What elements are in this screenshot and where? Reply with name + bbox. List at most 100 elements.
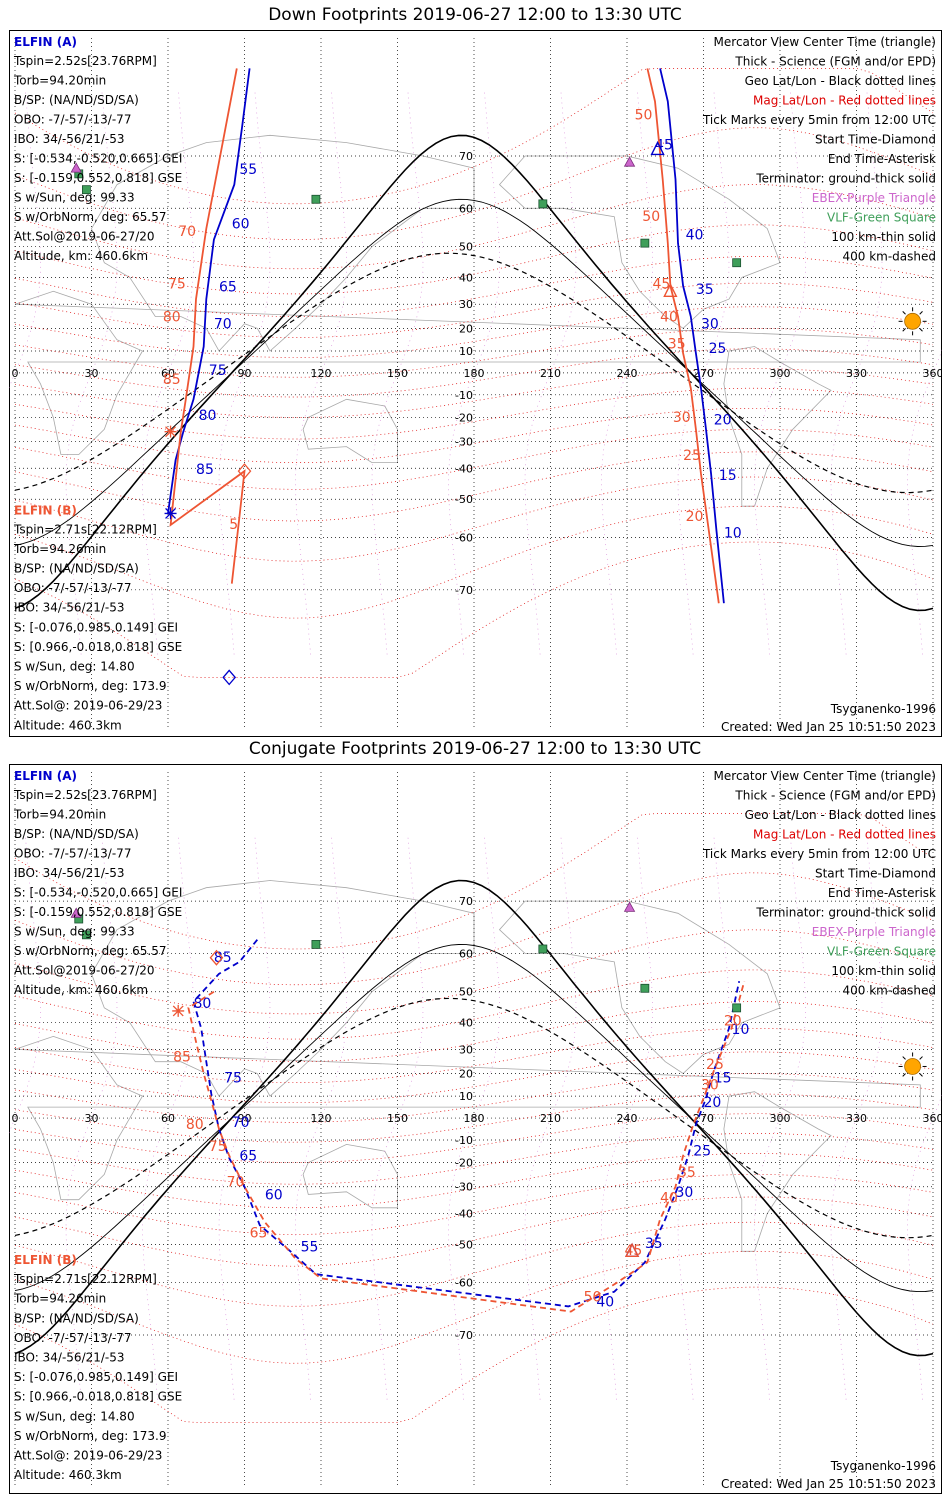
elfin-b-tick-label: 30 <box>673 410 691 426</box>
elfin-a-tick-label: 70 <box>214 316 232 332</box>
elfin-b-tick-label: 80 <box>186 1117 204 1133</box>
elfin-a-tick-label: 75 <box>224 1071 242 1087</box>
legend-item: Tick Marks every 5min from 12:00 UTC <box>702 113 936 127</box>
sun-ray <box>902 1073 906 1077</box>
legend-item: VLF-Green Square <box>827 211 936 225</box>
mag-parallel <box>14 1196 934 1267</box>
elfin-a-tick-label: 25 <box>693 1144 711 1160</box>
mag-parallel <box>14 1286 934 1423</box>
vlf-station-square <box>538 199 548 209</box>
mag-parallel <box>14 541 934 678</box>
legend-item: Thick - Science (FGM and/or EPD) <box>734 55 936 69</box>
legend-item: Mercator View Center Time (triangle) <box>714 769 936 783</box>
sun-icon <box>904 1058 921 1075</box>
elfin-a-tick-label: 55 <box>301 1239 319 1255</box>
lon-label: 90 <box>238 1112 252 1125</box>
mag-parallel <box>14 969 934 1040</box>
lon-label: 210 <box>540 367 561 380</box>
legend-item: EBEX-Purple Triangle <box>812 191 936 205</box>
down-footprints-title: Down Footprints 2019-06-27 12:00 to 13:3… <box>268 5 682 25</box>
elfin-a-tick-label: 30 <box>701 316 719 332</box>
coastline-1 <box>14 1035 921 1201</box>
down-footprints-map[interactable]: 0 30 60 90 120 150 180 210 240 270 300 330 360706050… <box>9 30 942 737</box>
elfin-b-view-triangle <box>624 1242 640 1258</box>
ebex-triangle <box>623 901 636 912</box>
lat-label: -60 <box>455 1277 473 1290</box>
legend-item: Geo Lat/Lon - Black dotted lines <box>745 808 936 822</box>
elfin-b-info-line: OBO: -7/-57/-13/-77 <box>14 1331 131 1345</box>
terminator-100km <box>14 944 934 1293</box>
elfin-b-info-line: B/SP: (NA/ND/SD/SA) <box>14 561 139 575</box>
elfin-b-tick-label: 30 <box>701 1077 719 1093</box>
lat-label: -70 <box>455 1329 473 1342</box>
elfin-b-info-line: Tspin=2.71s[22.12RPM] <box>13 522 157 536</box>
lat-label: -30 <box>455 1181 473 1194</box>
lat-label: 70 <box>459 895 473 908</box>
lat-label: 10 <box>459 1090 473 1103</box>
elfin-a-tick-label: 70 <box>232 1115 250 1131</box>
elfin-a-track <box>192 939 741 1308</box>
created-label: Created: Wed Jan 25 10:51:50 2023 <box>721 720 936 734</box>
elfin-a-tick-label: 40 <box>686 228 704 244</box>
elfin-a-tick-label: 80 <box>194 996 212 1012</box>
mag-parallel <box>14 1250 934 1364</box>
elfin-b-info-line: S w/Sun, deg: 14.80 <box>14 1409 135 1423</box>
elfin-a-info-line: S w/OrbNorm, deg: 65.57 <box>14 210 166 224</box>
vlf-station-square <box>640 238 650 248</box>
sun-ray <box>919 1056 923 1060</box>
vlf-station-square <box>732 258 742 268</box>
legend-item: Mercator View Center Time (triangle) <box>714 35 936 49</box>
map-frame <box>9 764 942 1494</box>
elfin-a-track <box>659 68 725 604</box>
coastline-2 <box>302 1143 398 1209</box>
elfin-b-info-line: S: [0.966,-0.018,0.818] GSE <box>14 640 182 654</box>
legend-item: Start Time-Diamond <box>815 867 936 881</box>
lat-label: -50 <box>455 1238 473 1251</box>
elfin-a-tick-label: 30 <box>675 1185 693 1201</box>
elfin-b-tick-label: 70 <box>227 1175 245 1191</box>
elfin-a-tick-label: 45 <box>655 137 673 153</box>
lat-label: 10 <box>459 345 473 358</box>
lat-label: -40 <box>455 462 473 475</box>
elfin-a-end-asterisk <box>164 507 177 520</box>
elfin-b-tick-label: 80 <box>163 309 181 325</box>
lon-label: 30 <box>85 1112 99 1125</box>
elfin-a-tick-label: 85 <box>196 462 214 478</box>
elfin-b-info-line: IBO: 34/-56/21/-53 <box>14 601 125 615</box>
legend-item: Mag Lat/Lon - Red dotted lines <box>753 828 936 842</box>
elfin-b-info-line: Att.Sol@: 2019-06-29/23 <box>14 699 162 713</box>
legend-item: 100 km-thin solid <box>831 964 936 978</box>
elfin-a-tick-label: 25 <box>709 341 727 357</box>
legend-item: Terminator: ground-thick solid <box>755 172 936 186</box>
elfin-a-tick-label: 65 <box>219 279 237 295</box>
lat-label: -20 <box>455 411 473 424</box>
vlf-station-square <box>311 194 321 204</box>
elfin-b-tick-label: 20 <box>724 1014 742 1030</box>
elfin-a-info-line: OBO: -7/-57/-13/-77 <box>14 113 131 127</box>
legend-item: 400 km-dashed <box>842 250 936 264</box>
lat-label: 30 <box>459 298 473 311</box>
mag-parallel <box>14 224 934 295</box>
elfin-b-track <box>169 68 246 584</box>
elfin-b-info-line: IBO: 34/-56/21/-53 <box>14 1350 125 1364</box>
elfin-a-info-line: S: [-0.159,0.552,0.818] GSE <box>14 171 182 185</box>
lat-label: 20 <box>459 1068 473 1081</box>
elfin-b-info-line: Att.Sol@: 2019-06-29/23 <box>14 1448 162 1462</box>
elfin-b-tick-label: 25 <box>683 448 701 464</box>
conjugate-footprints-map[interactable]: 0 30 60 90 120 150 180 210 240 270 300 330 360 70 60 50… <box>9 764 942 1494</box>
lat-label: -70 <box>455 584 473 597</box>
elfin-b-info-line: Altitude: 460.3km <box>14 718 122 732</box>
lat-label: -20 <box>455 1157 473 1170</box>
legend-item: Tick Marks every 5min from 12:00 UTC <box>702 847 936 861</box>
lon-label: 210 <box>540 1112 561 1125</box>
legend-item: Mag Lat/Lon - Red dotted lines <box>753 94 936 108</box>
elfin-b-view-triangle <box>663 282 678 297</box>
lat-label: 40 <box>459 1017 473 1030</box>
elfin-a-info-line: S w/OrbNorm, deg: 65.57 <box>14 944 166 958</box>
legend-item: Geo Lat/Lon - Black dotted lines <box>745 74 936 88</box>
lat-label: -10 <box>455 389 473 402</box>
ebex-triangle <box>70 162 82 173</box>
lon-label: 30 <box>85 367 99 380</box>
vlf-station-square <box>311 940 321 949</box>
elfin-a-info-line: Att.Sol@2019-06-27/20 <box>14 230 155 244</box>
